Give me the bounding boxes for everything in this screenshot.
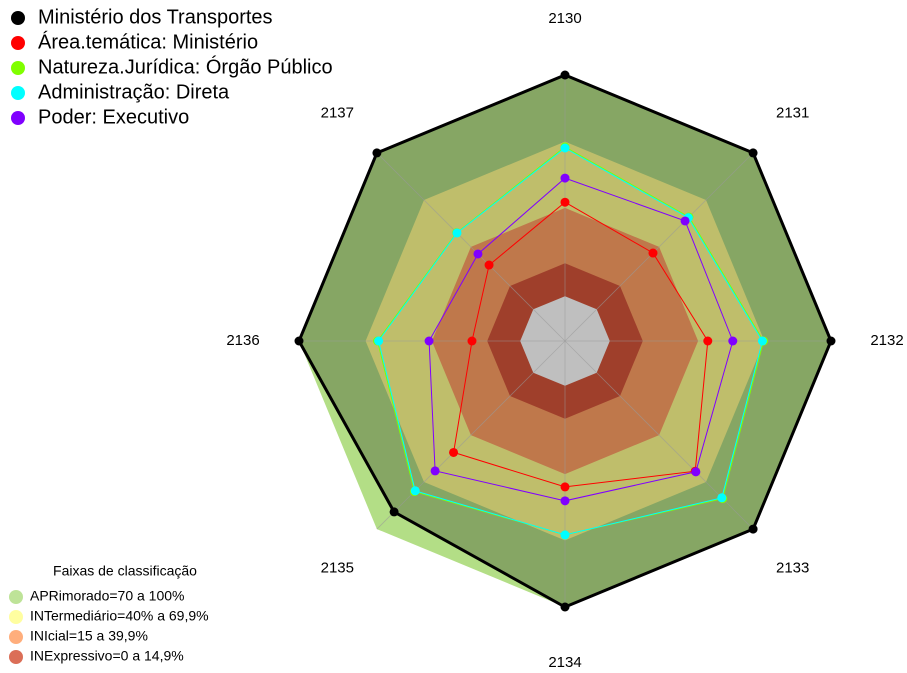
axis-label: 2136 (226, 332, 259, 349)
legend-label: Natureza.Jurídica: Órgão Público (38, 55, 333, 78)
legend-label: Ministério dos Transportes (38, 6, 273, 28)
series-point (389, 507, 399, 517)
bands-legend-marker (9, 650, 23, 664)
bands-legend-label: APRimorado=70 a 100% (30, 588, 185, 604)
series-point (560, 602, 570, 612)
bands-legend-marker (9, 630, 23, 644)
legend-label: Poder: Executivo (38, 106, 189, 128)
legend-marker (11, 11, 25, 25)
series-point (294, 336, 304, 346)
axis-label: 2131 (776, 104, 809, 121)
series-point (560, 496, 570, 506)
series-point (648, 248, 658, 258)
bands-legend-label: INTermediário=40% a 69,9% (30, 608, 209, 624)
series-point (728, 336, 738, 346)
series-point (717, 493, 727, 503)
legend-marker (11, 86, 25, 100)
axis-label: 2133 (776, 560, 809, 577)
series-point (467, 336, 477, 346)
axis-label: 2132 (870, 332, 903, 349)
legend-label: Administração: Direta (38, 81, 230, 103)
axis-label: 2130 (548, 10, 581, 27)
spoke (376, 152, 566, 342)
bands-legend-title: Faixas de classificação (53, 563, 197, 579)
series-point (560, 482, 570, 492)
series-point (748, 148, 758, 158)
axis-label: 2134 (548, 654, 581, 671)
series-point (410, 486, 420, 496)
legend-marker (11, 111, 25, 125)
axis-label: 2135 (321, 560, 354, 577)
series-point (430, 466, 440, 476)
series-point (691, 467, 701, 477)
series-point (680, 216, 690, 226)
series-point (452, 228, 462, 238)
series-point (560, 143, 570, 153)
spoke (376, 340, 566, 530)
bands-legend-label: INIcial=15 a 39,9% (30, 628, 148, 644)
series-point (560, 173, 570, 183)
legend-marker (11, 61, 25, 75)
series-point (372, 148, 382, 158)
series-point (424, 336, 434, 346)
series-point (560, 197, 570, 207)
series-point (560, 530, 570, 540)
series-point (473, 249, 483, 259)
series-point (757, 336, 767, 346)
series-point (449, 447, 459, 457)
bands-legend-marker (9, 590, 23, 604)
legend-marker (11, 36, 25, 50)
series-point (826, 336, 836, 346)
bands-legend-marker (9, 610, 23, 624)
series-point (484, 260, 494, 270)
legend-label: Área.temática: Ministério (38, 30, 258, 53)
series-point (703, 336, 713, 346)
series-point (748, 524, 758, 534)
spoke (564, 152, 754, 342)
series-point (374, 336, 384, 346)
bands-legend-label: INExpressivo=0 a 14,9% (30, 648, 184, 664)
series-point (560, 70, 570, 80)
axis-label: 2137 (321, 104, 354, 121)
